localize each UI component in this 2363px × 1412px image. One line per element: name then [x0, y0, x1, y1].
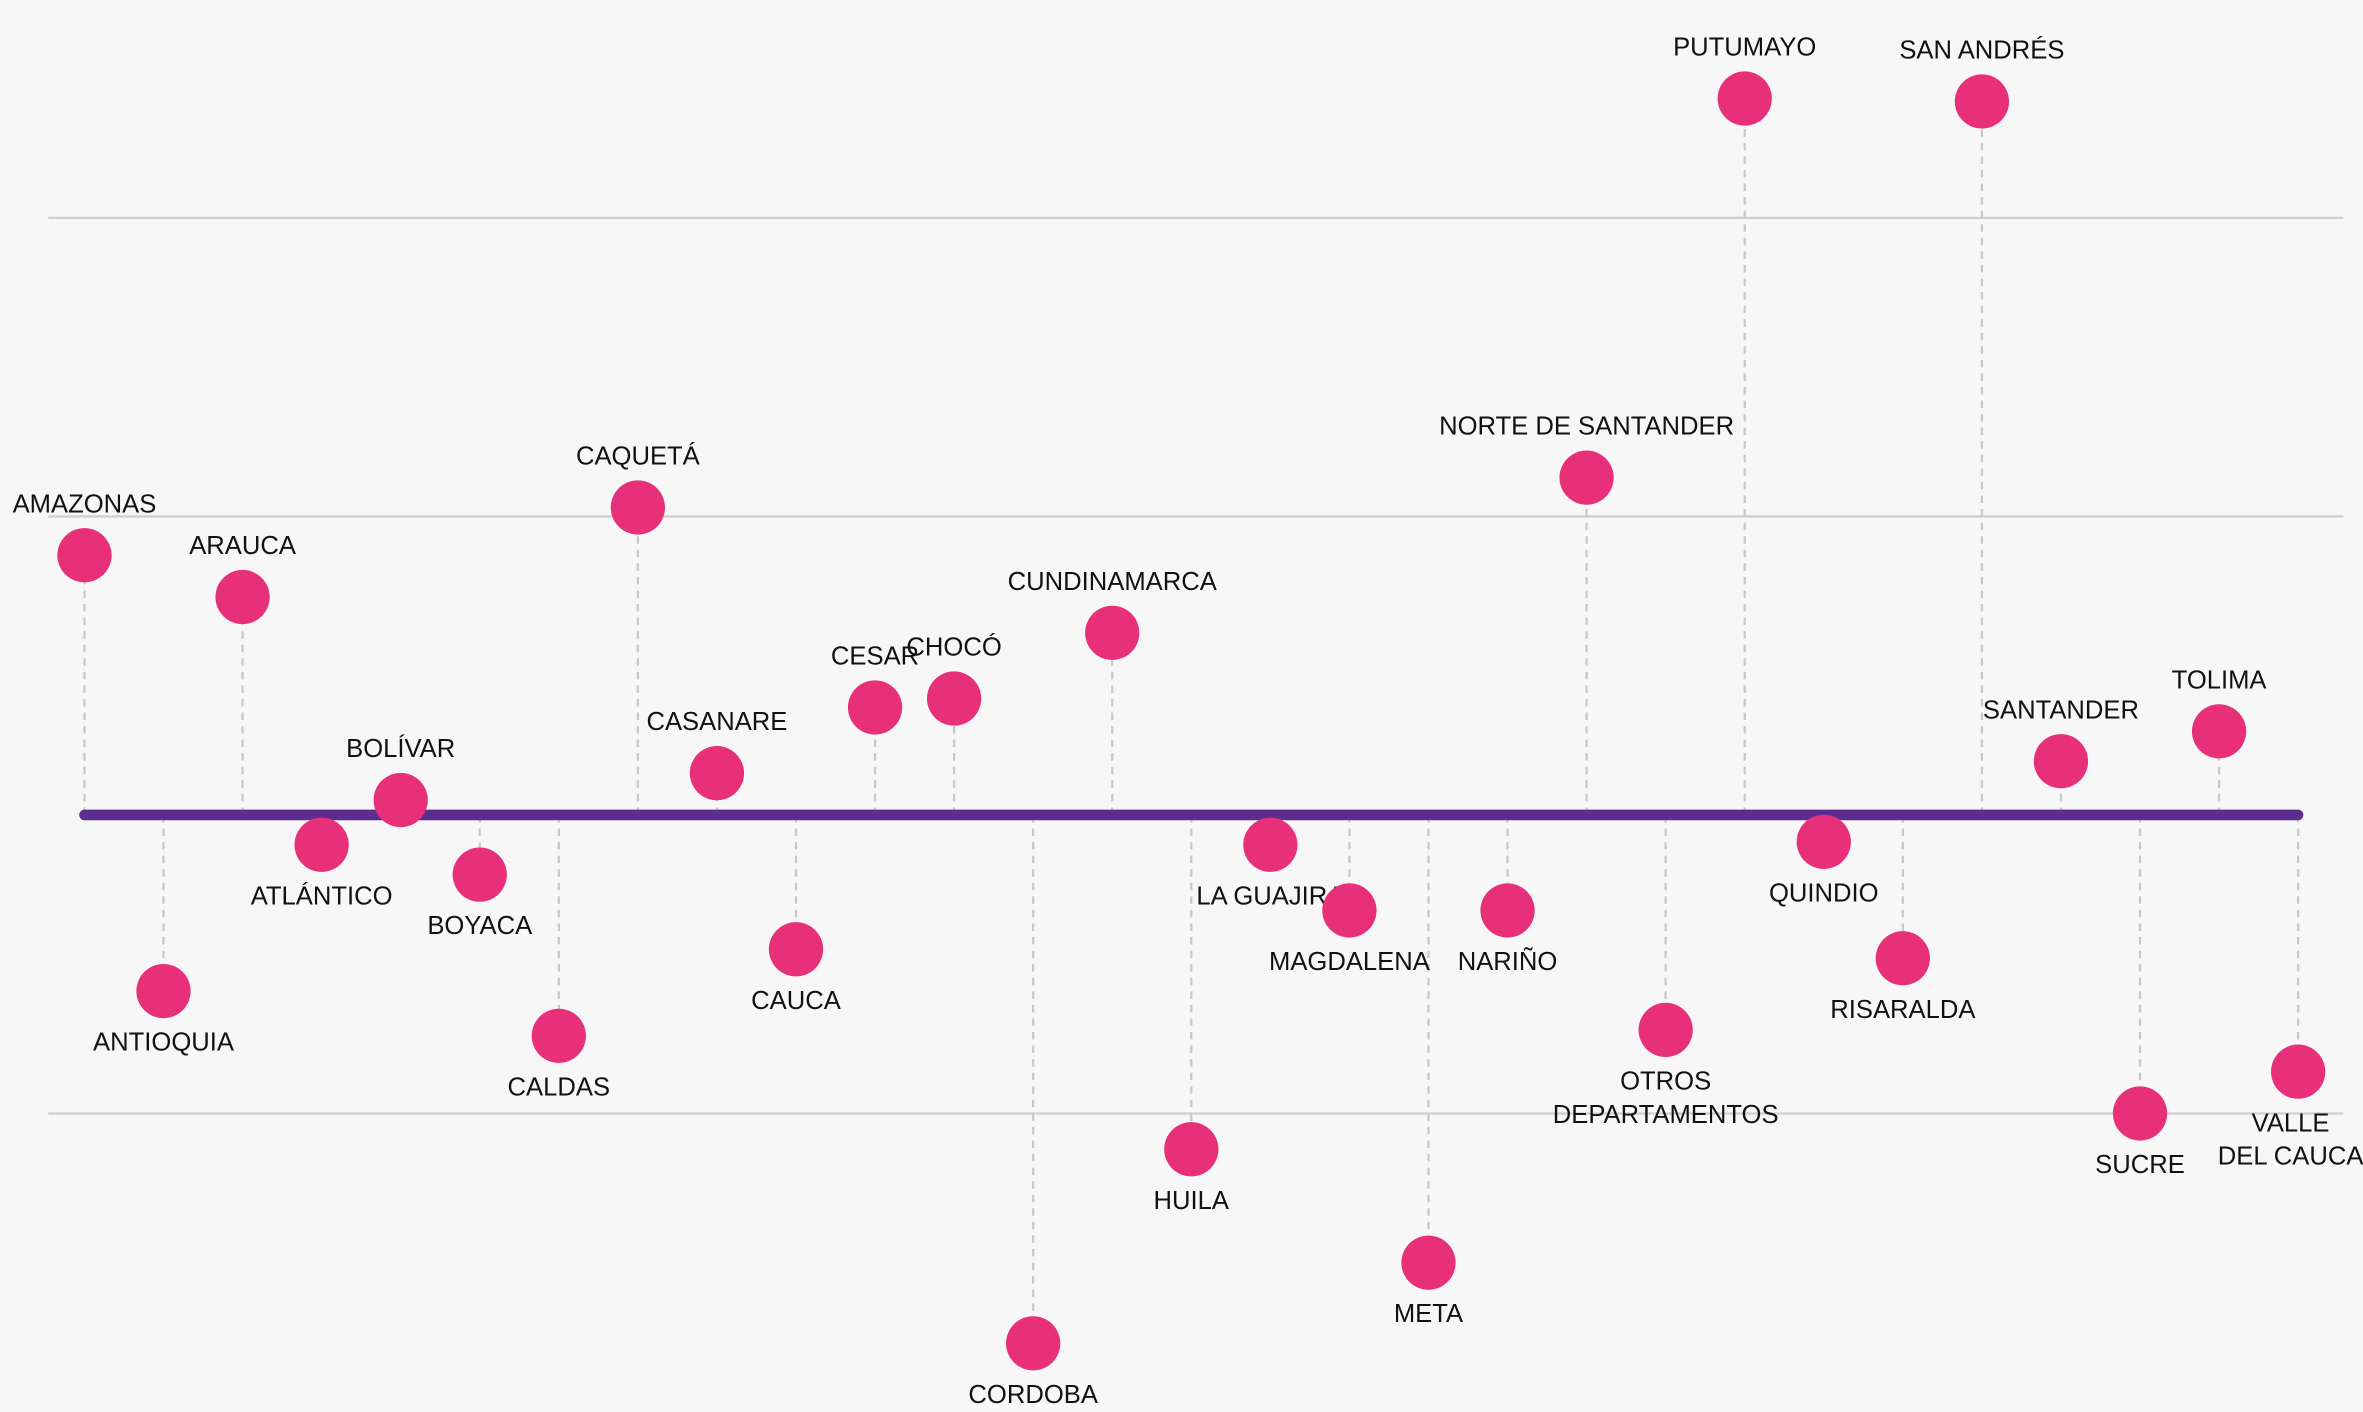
category-label: RISARALDA — [1830, 996, 1976, 1024]
category-label: META — [1394, 1300, 1464, 1328]
category-label: SANTANDER — [1983, 696, 2139, 724]
dot — [1243, 817, 1298, 872]
dot — [1559, 450, 1614, 505]
dot — [768, 922, 824, 977]
category-label: MAGDALENA — [1269, 948, 1431, 976]
category-label: CASANARE — [646, 708, 787, 736]
dot — [610, 480, 665, 535]
category-label: CAUCA — [751, 987, 842, 1015]
category-label: ARAUCA — [189, 532, 297, 560]
category-label: NARIÑO — [1458, 947, 1558, 976]
category-label: SUCRE — [2095, 1151, 2185, 1179]
dot — [1164, 1122, 1219, 1177]
category-label: AMAZONAS — [13, 490, 157, 518]
dot — [531, 1008, 586, 1063]
dot — [2033, 734, 2089, 789]
dot — [1954, 74, 2010, 129]
category-label: CESAR — [831, 643, 919, 671]
dot — [215, 569, 270, 625]
dot — [294, 817, 349, 872]
category-label: SAN ANDRÉS — [1899, 36, 2064, 65]
dot — [847, 680, 903, 735]
category-label: CAQUETÁ — [576, 442, 701, 471]
dot — [1006, 1316, 1061, 1371]
category-label: QUINDIO — [1769, 879, 1879, 907]
dot — [1401, 1235, 1456, 1290]
category-label: OTROS DEPARTAMENTOS — [1553, 1067, 1779, 1128]
category-label: VALLE DEL CAUCA — [2218, 1109, 2363, 1170]
dot — [136, 963, 191, 1019]
category-label: CORDOBA — [968, 1381, 1098, 1409]
category-label: HUILA — [1154, 1187, 1230, 1215]
category-label: NORTE DE SANTANDER — [1439, 413, 1734, 441]
dot — [1796, 814, 1851, 869]
dot — [452, 847, 507, 902]
category-label: CALDAS — [508, 1073, 610, 1101]
dot — [2112, 1086, 2168, 1141]
dot — [57, 528, 112, 583]
category-label: ATLÁNTICO — [251, 881, 393, 910]
dot — [1638, 1002, 1693, 1058]
category-label: BOYACA — [427, 912, 533, 940]
dot — [926, 671, 982, 726]
dot — [1875, 931, 1930, 986]
category-label: BOLÍVAR — [346, 734, 455, 763]
dot — [689, 746, 745, 801]
category-label: ANTIOQUIA — [93, 1029, 235, 1057]
category-label: CHOCÓ — [906, 633, 1001, 662]
dot — [1480, 883, 1535, 938]
dot — [2271, 1044, 2326, 1099]
dot — [1717, 71, 1772, 126]
category-label: CUNDINAMARCA — [1008, 568, 1218, 596]
category-label: PUTUMAYO — [1673, 34, 1816, 62]
category-label: TOLIMA — [2172, 666, 2268, 694]
dot — [2191, 704, 2247, 759]
category-label: LA GUAJIRA — [1196, 882, 1345, 910]
dot — [373, 772, 428, 828]
dot — [1085, 605, 1140, 660]
dot — [1322, 883, 1377, 938]
